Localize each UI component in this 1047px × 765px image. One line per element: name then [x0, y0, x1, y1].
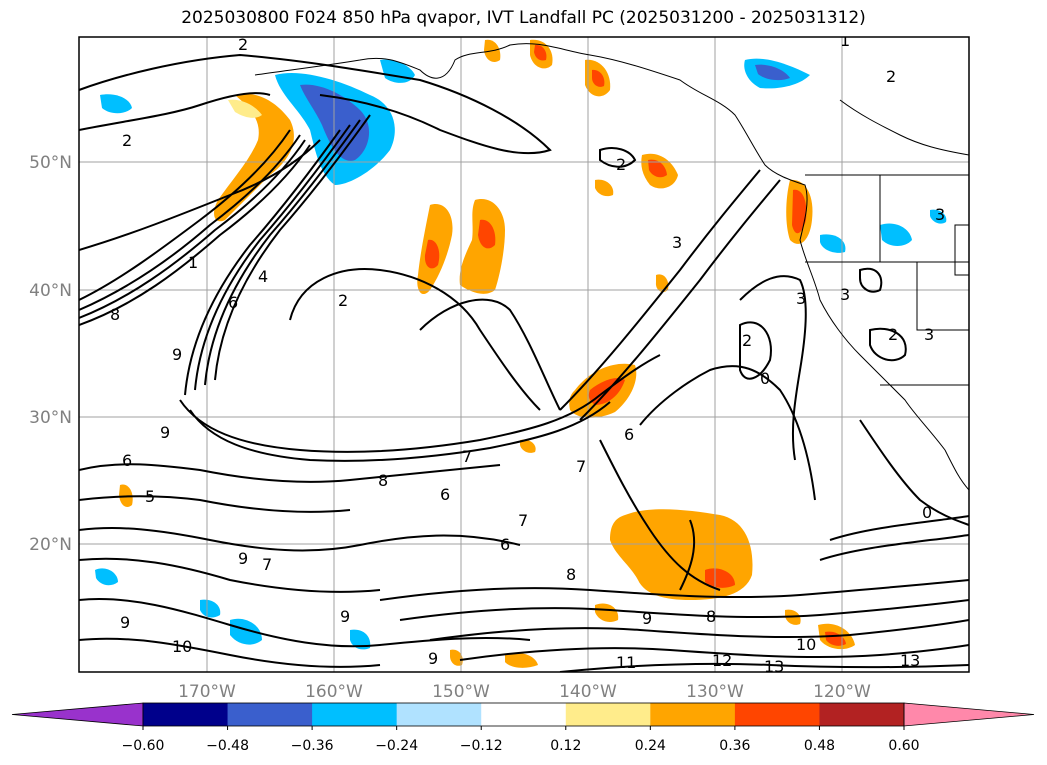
- svg-text:13: 13: [764, 657, 784, 676]
- colorbar-tick-label: −0.12: [460, 738, 503, 754]
- colorbar-tick-label: 0.60: [888, 738, 919, 754]
- lon-label-140w: 140°W: [559, 682, 617, 702]
- lat-label-30n: 30°N: [29, 408, 72, 428]
- colorbar-tick-label: −0.60: [122, 738, 165, 754]
- svg-text:7: 7: [462, 447, 472, 466]
- svg-text:6: 6: [440, 485, 450, 504]
- svg-text:7: 7: [262, 555, 272, 574]
- svg-text:6: 6: [500, 535, 510, 554]
- svg-text:13: 13: [900, 651, 920, 670]
- svg-text:9: 9: [642, 609, 652, 628]
- colorbar: [11, 702, 1035, 727]
- svg-text:2: 2: [888, 325, 898, 344]
- svg-text:7: 7: [576, 457, 586, 476]
- svg-text:0: 0: [922, 503, 932, 522]
- lon-labels: 170°W 160°W 150°W 140°W 130°W 120°W: [178, 682, 871, 702]
- svg-text:3: 3: [935, 205, 945, 224]
- colorbar-tick-label: −0.36: [291, 738, 334, 754]
- colorbar-swatch: [396, 703, 482, 726]
- svg-text:2: 2: [238, 35, 248, 54]
- svg-text:10: 10: [172, 637, 192, 656]
- svg-text:2: 2: [886, 67, 896, 86]
- colorbar-tick-label: 0.24: [635, 738, 666, 754]
- colorbar-swatch: [819, 703, 905, 726]
- svg-text:3: 3: [672, 233, 682, 252]
- lon-label-130w: 130°W: [686, 682, 744, 702]
- svg-text:1: 1: [840, 31, 850, 50]
- lat-label-20n: 20°N: [29, 535, 72, 555]
- colorbar-swatch: [227, 703, 313, 726]
- svg-text:9: 9: [160, 423, 170, 442]
- svg-text:9: 9: [120, 613, 130, 632]
- svg-text:4: 4: [258, 267, 268, 286]
- svg-text:12: 12: [712, 651, 732, 670]
- map-border: [78, 36, 970, 673]
- contour-labels: 1 2 2 2 2 2 2 3 3 3 3 4 5 6 6 6 6 6 7 7 …: [110, 31, 945, 676]
- svg-text:8: 8: [110, 305, 120, 324]
- svg-text:6: 6: [122, 451, 132, 470]
- svg-text:2: 2: [742, 331, 752, 350]
- svg-text:6: 6: [228, 293, 238, 312]
- svg-text:9: 9: [238, 549, 248, 568]
- map-area: 1 2 2 2 2 2 2 3 3 3 3 4 5 6 6 6 6 6 7 7 …: [79, 31, 969, 676]
- colorbar-swatch: [565, 703, 651, 726]
- colorbar-labels: −0.60 −0.48 −0.36 −0.24 −0.12 0.12 0.24 0.36 0.4…: [122, 726, 920, 754]
- svg-text:9: 9: [172, 345, 182, 364]
- lat-labels: 50°N 40°N 30°N 20°N: [29, 153, 72, 555]
- svg-text:8: 8: [706, 607, 716, 626]
- colorbar-swatch: [734, 703, 820, 726]
- svg-text:5: 5: [145, 487, 155, 506]
- svg-text:9: 9: [340, 607, 350, 626]
- svg-text:10: 10: [796, 635, 816, 654]
- lat-label-40n: 40°N: [29, 281, 72, 301]
- svg-text:8: 8: [566, 565, 576, 584]
- colorbar-swatch: [143, 703, 229, 726]
- map-title: 2025030800 F024 850 hPa qvapor, IVT Land…: [181, 8, 866, 28]
- colorbar-tick-label: 0.48: [804, 738, 835, 754]
- svg-text:6: 6: [624, 425, 634, 444]
- colorbar-outline: [142, 702, 905, 727]
- svg-text:3: 3: [796, 289, 806, 308]
- svg-text:2: 2: [616, 155, 626, 174]
- lon-label-170w: 170°W: [178, 682, 236, 702]
- svg-text:8: 8: [378, 471, 388, 490]
- colorbar-swatch: [650, 703, 736, 726]
- lon-label-120w: 120°W: [813, 682, 871, 702]
- colorbar-tick-label: −0.48: [206, 738, 249, 754]
- coastlines: [254, 43, 969, 491]
- lat-label-50n: 50°N: [29, 153, 72, 173]
- svg-text:0: 0: [760, 369, 770, 388]
- svg-text:2: 2: [122, 131, 132, 150]
- contour-lines: [79, 53, 969, 672]
- svg-text:3: 3: [924, 325, 934, 344]
- svg-text:2: 2: [338, 291, 348, 310]
- colorbar-tick-label: 0.36: [719, 738, 750, 754]
- svg-text:9: 9: [428, 649, 438, 668]
- colorbar-extend-low: [11, 702, 144, 727]
- svg-text:7: 7: [518, 511, 528, 530]
- colorbar-swatch: [312, 703, 398, 726]
- svg-text:1: 1: [188, 253, 198, 272]
- colorbar-extend-high: [903, 702, 1035, 727]
- colorbar-tick-label: 0.12: [550, 738, 581, 754]
- colorbar-tick-label: −0.24: [375, 738, 418, 754]
- lon-label-160w: 160°W: [305, 682, 363, 702]
- colorbar-swatch: [481, 703, 567, 726]
- svg-text:3: 3: [840, 285, 850, 304]
- lon-label-150w: 150°W: [432, 682, 490, 702]
- svg-text:11: 11: [616, 653, 636, 672]
